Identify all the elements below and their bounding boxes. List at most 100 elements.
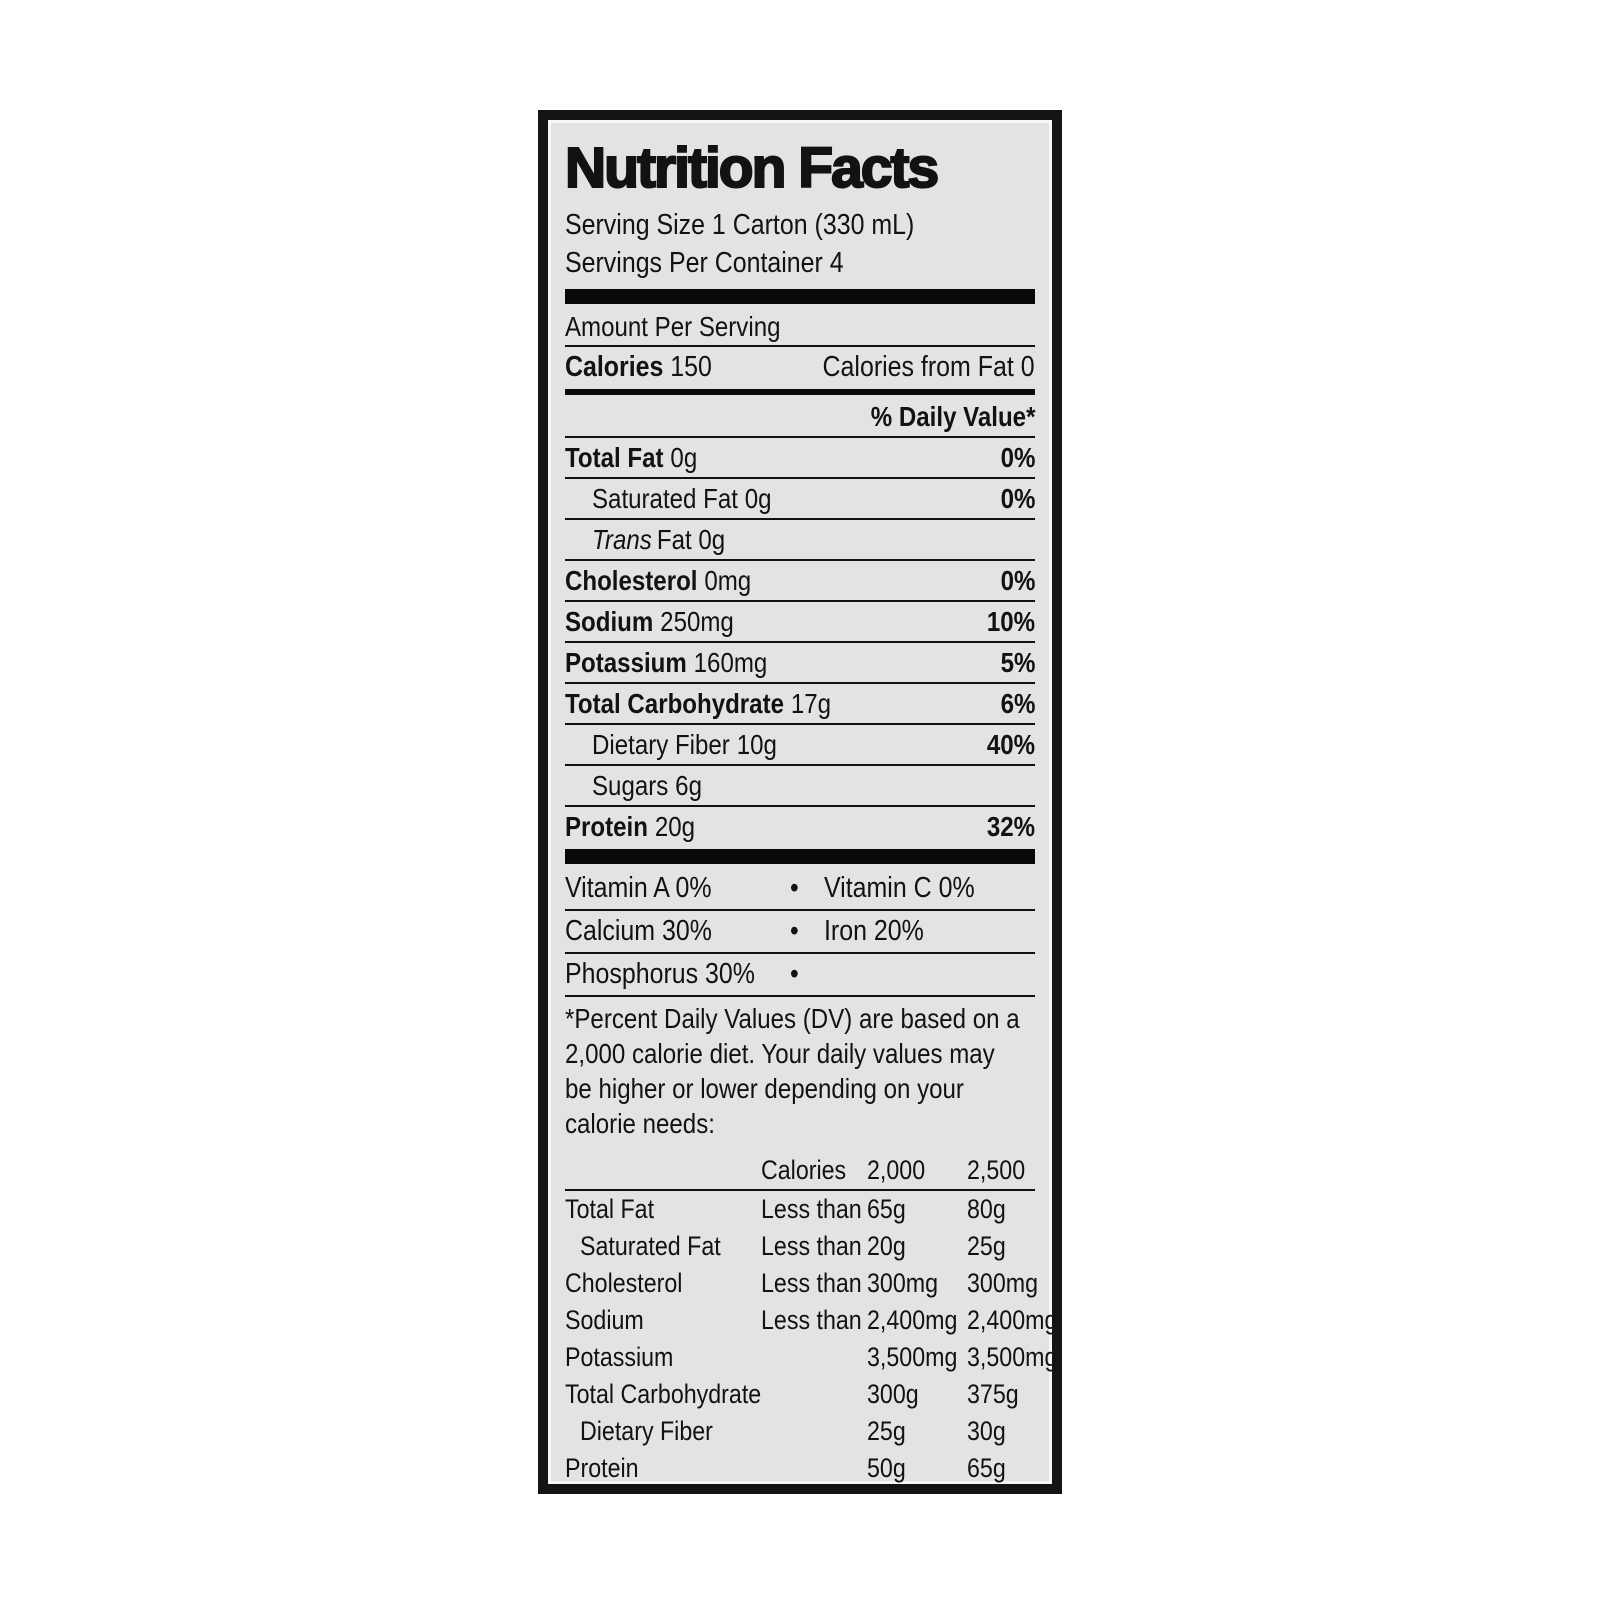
cell-text: 65g <box>967 1453 1006 1483</box>
cell-text: 80g <box>967 1194 1006 1224</box>
nutrient-amount: 0mg <box>704 565 752 596</box>
separator-medium-bar <box>565 389 1035 395</box>
cell-text: 300g <box>867 1379 919 1409</box>
servings-per-container-text: Servings Per Container 4 <box>565 247 844 279</box>
cell-text: Less than <box>761 1268 862 1298</box>
nutrient-row-sugars: Sugars 6g <box>565 766 1035 807</box>
cell-text: 65g <box>867 1194 906 1224</box>
dv-table-header: Calories 2,000 2,500 <box>565 1151 1035 1191</box>
cell-text: Protein <box>565 1453 639 1483</box>
vitamin-row-phosphorus: Phosphorus 30% • <box>565 954 1035 997</box>
header-text: Calories <box>761 1155 847 1185</box>
nutrient-row-trans-fat: Trans Fat 0g <box>565 520 1035 561</box>
vitamin-row-a-c: Vitamin A 0% • Vitamin C 0% <box>565 868 1035 911</box>
cell-text: Sodium <box>565 1305 644 1335</box>
cell-text: Total Fat <box>565 1194 655 1224</box>
bullet-separator: • <box>790 954 824 995</box>
dv-row-2000: 50g <box>867 1450 967 1484</box>
dv-table-row-cholesterol: Cholesterol Less than 300mg 300mg <box>565 1265 1038 1302</box>
cell-text: 375g <box>967 1379 1019 1409</box>
dv-table-header-calories: Calories <box>761 1151 867 1189</box>
vitamin-right: Vitamin C 0% <box>824 868 1035 909</box>
dv-table-row-total-carbohydrate: Total Carbohydrate 300g 375g <box>565 1376 1035 1413</box>
vitamin-left-text: Phosphorus 30% <box>565 958 755 990</box>
dv-row-2500: 300mg <box>967 1265 1050 1302</box>
cell-text: Less than <box>761 1194 862 1224</box>
vitamin-right-text: Iron 20% <box>824 915 924 947</box>
calories-from-fat: Calories from Fat 0 <box>822 351 1035 383</box>
dv-table-row-protein: Protein 50g 65g <box>565 1450 1035 1484</box>
nutrient-row-saturated-fat: Saturated Fat 0g 0% <box>565 479 1035 520</box>
dv-row-qualifier <box>761 1450 867 1484</box>
dv-row-name: Dietary Fiber <box>565 1413 761 1450</box>
dv-row-2000: 300mg <box>867 1265 967 1302</box>
nutrition-facts-label: Nutrition Facts Serving Size 1 Carton (3… <box>538 110 1062 1494</box>
nutrient-row-potassium: Potassium 160mg 5% <box>565 643 1035 684</box>
cell-text: 25g <box>967 1231 1006 1261</box>
footnote-text: 2,000 calorie diet. Your daily values ma… <box>565 1038 995 1069</box>
footnote-line: calorie needs: <box>565 1106 1035 1141</box>
vitamin-left-text: Vitamin A 0% <box>565 872 712 904</box>
nutrient-amount: Fat 0g <box>656 524 726 555</box>
vitamin-left: Phosphorus 30% <box>565 954 790 995</box>
nutrient-left: Dietary Fiber 10g <box>592 725 777 764</box>
cell-text: Cholesterol <box>565 1268 683 1298</box>
dv-table-row-dietary-fiber: Dietary Fiber 25g 30g <box>565 1413 1035 1450</box>
nutrient-name: Sodium <box>565 606 654 637</box>
nutrient-dv: 0% <box>1000 565 1035 596</box>
cell-text: Saturated Fat <box>580 1231 721 1261</box>
dv-row-name: Sodium <box>565 1302 761 1339</box>
dv-row-2500: 30g <box>967 1413 1035 1450</box>
nutrient-amount: 0g <box>744 483 772 514</box>
nutrient-amount: 250mg <box>660 606 734 637</box>
nutrient-left: Sugars 6g <box>592 766 702 805</box>
nutrient-left: Total Carbohydrate 17g <box>565 684 831 723</box>
nutrient-dv: 32% <box>986 811 1035 842</box>
dv-table-header-2000: 2,000 <box>867 1151 967 1189</box>
nutrient-name: Saturated Fat <box>592 483 738 514</box>
vitamin-left: Calcium 30% <box>565 911 790 952</box>
serving-size-text: Serving Size 1 Carton (330 mL) <box>565 209 915 241</box>
calories-row: Calories 150 Calories from Fat 0 <box>565 347 1035 387</box>
nutrient-amount: 10g <box>736 729 777 760</box>
nutrient-amount: 0g <box>670 442 698 473</box>
header-text: 2,000 <box>867 1155 926 1185</box>
cell-text: 2,400mg <box>967 1305 1058 1335</box>
nutrient-left: Trans Fat 0g <box>592 520 725 559</box>
dv-row-2000: 25g <box>867 1413 967 1450</box>
nutrient-name: Dietary Fiber <box>592 729 730 760</box>
footnote-line: be higher or lower depending on your <box>565 1071 1035 1106</box>
nutrient-name: Total Fat <box>565 442 664 473</box>
cell-text: 30g <box>967 1416 1006 1446</box>
nutrient-amount: 6g <box>675 770 702 801</box>
dv-row-qualifier: Less than <box>761 1228 867 1265</box>
footnote-text: calorie needs: <box>565 1108 715 1139</box>
bullet-separator: • <box>790 868 824 909</box>
separator-thick-bar <box>565 849 1035 864</box>
nutrient-dv: 0% <box>1000 483 1035 514</box>
daily-value-header: % Daily Value* <box>565 398 1035 438</box>
cell-text: 2,400mg <box>867 1305 958 1335</box>
dv-row-2000: 20g <box>867 1228 967 1265</box>
nutrient-name: Total Carbohydrate <box>565 688 784 719</box>
vitamin-left-text: Calcium 30% <box>565 915 712 947</box>
dv-row-qualifier: Less than <box>761 1302 867 1339</box>
cell-text: Potassium <box>565 1342 674 1372</box>
vitamin-row-calcium-iron: Calcium 30% • Iron 20% <box>565 911 1035 954</box>
dv-row-2000: 3,500mg <box>867 1339 967 1376</box>
dv-row-name: Total Carbohydrate <box>565 1376 761 1413</box>
footnote-text: *Percent Daily Values (DV) are based on … <box>565 1003 1020 1034</box>
nutrient-dv: 10% <box>986 606 1035 637</box>
nutrient-dv: 6% <box>1000 688 1035 719</box>
dv-row-name: Total Fat <box>565 1191 761 1228</box>
vitamin-left: Vitamin A 0% <box>565 868 790 909</box>
dv-row-2000: 300g <box>867 1376 967 1413</box>
nutrient-name: Protein <box>565 811 648 842</box>
daily-value-header-text: % Daily Value* <box>870 401 1035 432</box>
nutrient-amount: 20g <box>654 811 696 842</box>
bullet-glyph: • <box>790 872 799 904</box>
nutrient-row-protein: Protein 20g 32% <box>565 807 1035 846</box>
footnote-text: be higher or lower depending on your <box>565 1073 964 1104</box>
cell-text: Dietary Fiber <box>580 1416 713 1446</box>
